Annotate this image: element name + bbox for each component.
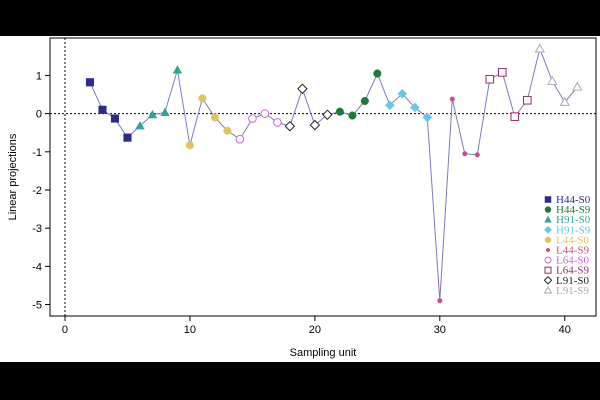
x-axis-label: Sampling unit <box>290 347 357 359</box>
data-point-l44-s9 <box>437 298 443 304</box>
plot-frame <box>49 37 597 317</box>
y-tick-label: -5 <box>32 300 42 312</box>
data-point-h44-s9 <box>373 69 382 78</box>
data-point-h91-s9 <box>409 102 420 113</box>
data-point-l91-s0 <box>297 83 308 95</box>
data-point-h44-s9 <box>348 111 357 120</box>
legend-marker <box>544 236 552 244</box>
legend-marker <box>544 256 552 264</box>
legend-label: L64-S9 <box>556 265 590 277</box>
data-point-h91-s9 <box>397 88 408 99</box>
y-axis: -5 -4 -3 -2 -1 0 1 <box>32 70 50 312</box>
data-point-h44-s0 <box>85 78 95 87</box>
legend-label: H91-S0 <box>556 214 591 226</box>
data-point-l64-s0 <box>273 118 282 127</box>
legend-label: H91-S9 <box>556 224 591 236</box>
data-point-l64-s0 <box>248 114 257 123</box>
y-axis-label: Linear projections <box>7 133 19 220</box>
y-tick-label: -2 <box>32 185 42 197</box>
data-point-l64-s9 <box>485 74 495 84</box>
legend-label: H44-S9 <box>556 204 591 216</box>
data-point-l44-s9 <box>449 96 455 102</box>
data-point-l64-s0 <box>235 134 245 144</box>
x-tick-label: 30 <box>434 324 446 336</box>
data-point-h91-s9 <box>422 112 433 123</box>
data-point-l91-s0 <box>309 119 321 131</box>
legend-marker <box>544 215 552 223</box>
legend-marker <box>544 266 552 274</box>
data-point-h91-s0 <box>147 109 158 119</box>
legend-marker <box>545 247 551 253</box>
data-point-h91-s0 <box>160 107 170 116</box>
x-tick-label: 10 <box>184 324 196 336</box>
data-point-l91-s9 <box>559 96 570 106</box>
y-tick-label: -3 <box>32 223 42 235</box>
plot-area: 0 10 20 30 40 -5 -4 -3 -2 -1 0 1 Sampling unit Lin… <box>0 36 600 362</box>
x-tick-label: 20 <box>309 324 321 336</box>
data-point-h44-s9 <box>360 96 369 106</box>
x-tick-label: 0 <box>62 324 68 336</box>
data-point-l44-s0 <box>223 126 232 135</box>
legend-marker <box>543 285 553 294</box>
data-point-h91-s0 <box>135 120 145 130</box>
y-tick-label: -1 <box>32 147 42 159</box>
y-tick-label: -4 <box>32 261 42 273</box>
data-point-l44-s9 <box>462 151 468 157</box>
data-markers <box>85 43 583 304</box>
data-point-h44-s9 <box>335 107 344 116</box>
data-point-h91-s0 <box>172 65 183 74</box>
legend-label: L91-S0 <box>556 275 590 287</box>
data-point-l44-s0 <box>198 94 207 103</box>
data-point-h44-s0 <box>98 105 107 114</box>
data-point-l44-s0 <box>210 113 219 122</box>
legend-marker <box>544 225 552 234</box>
legend-marker <box>544 196 552 203</box>
series-line <box>89 47 578 301</box>
data-point-l91-s0 <box>322 109 333 121</box>
data-point-l44-s9 <box>474 152 480 158</box>
data-point-l91-s0 <box>284 120 296 132</box>
data-point-l64-s0 <box>260 109 270 118</box>
legend-label: L91-S9 <box>556 285 590 297</box>
data-point-h91-s9 <box>384 100 395 111</box>
data-point-l64-s9 <box>522 95 532 105</box>
legend-marker <box>544 206 552 213</box>
legend-label: H44-S0 <box>556 194 591 206</box>
data-point-h44-s0 <box>110 114 120 123</box>
data-point-h44-s0 <box>123 133 132 142</box>
chart: 0 10 20 30 40 -5 -4 -3 -2 -1 0 1 Sampling unit Lin… <box>7 37 597 359</box>
x-axis: 0 10 20 30 40 <box>62 316 571 336</box>
legend: H44-S0H44-S9H91-S0H91-S9L44-S0L44-S9L64-… <box>543 194 591 297</box>
legend-label: L44-S9 <box>556 245 590 257</box>
data-point-l64-s9 <box>510 112 520 121</box>
legend-marker <box>543 275 553 285</box>
data-point-l91-s9 <box>534 43 546 53</box>
data-point-l91-s9 <box>572 81 583 91</box>
y-tick-label: 1 <box>36 70 42 82</box>
y-tick-label: 0 <box>36 109 42 121</box>
legend-label: L64-S0 <box>556 255 590 267</box>
data-point-l91-s9 <box>547 75 558 85</box>
x-tick-label: 40 <box>559 324 571 336</box>
data-point-l44-s0 <box>185 141 194 150</box>
data-point-l64-s9 <box>497 68 507 77</box>
legend-label: L44-S0 <box>556 234 590 246</box>
